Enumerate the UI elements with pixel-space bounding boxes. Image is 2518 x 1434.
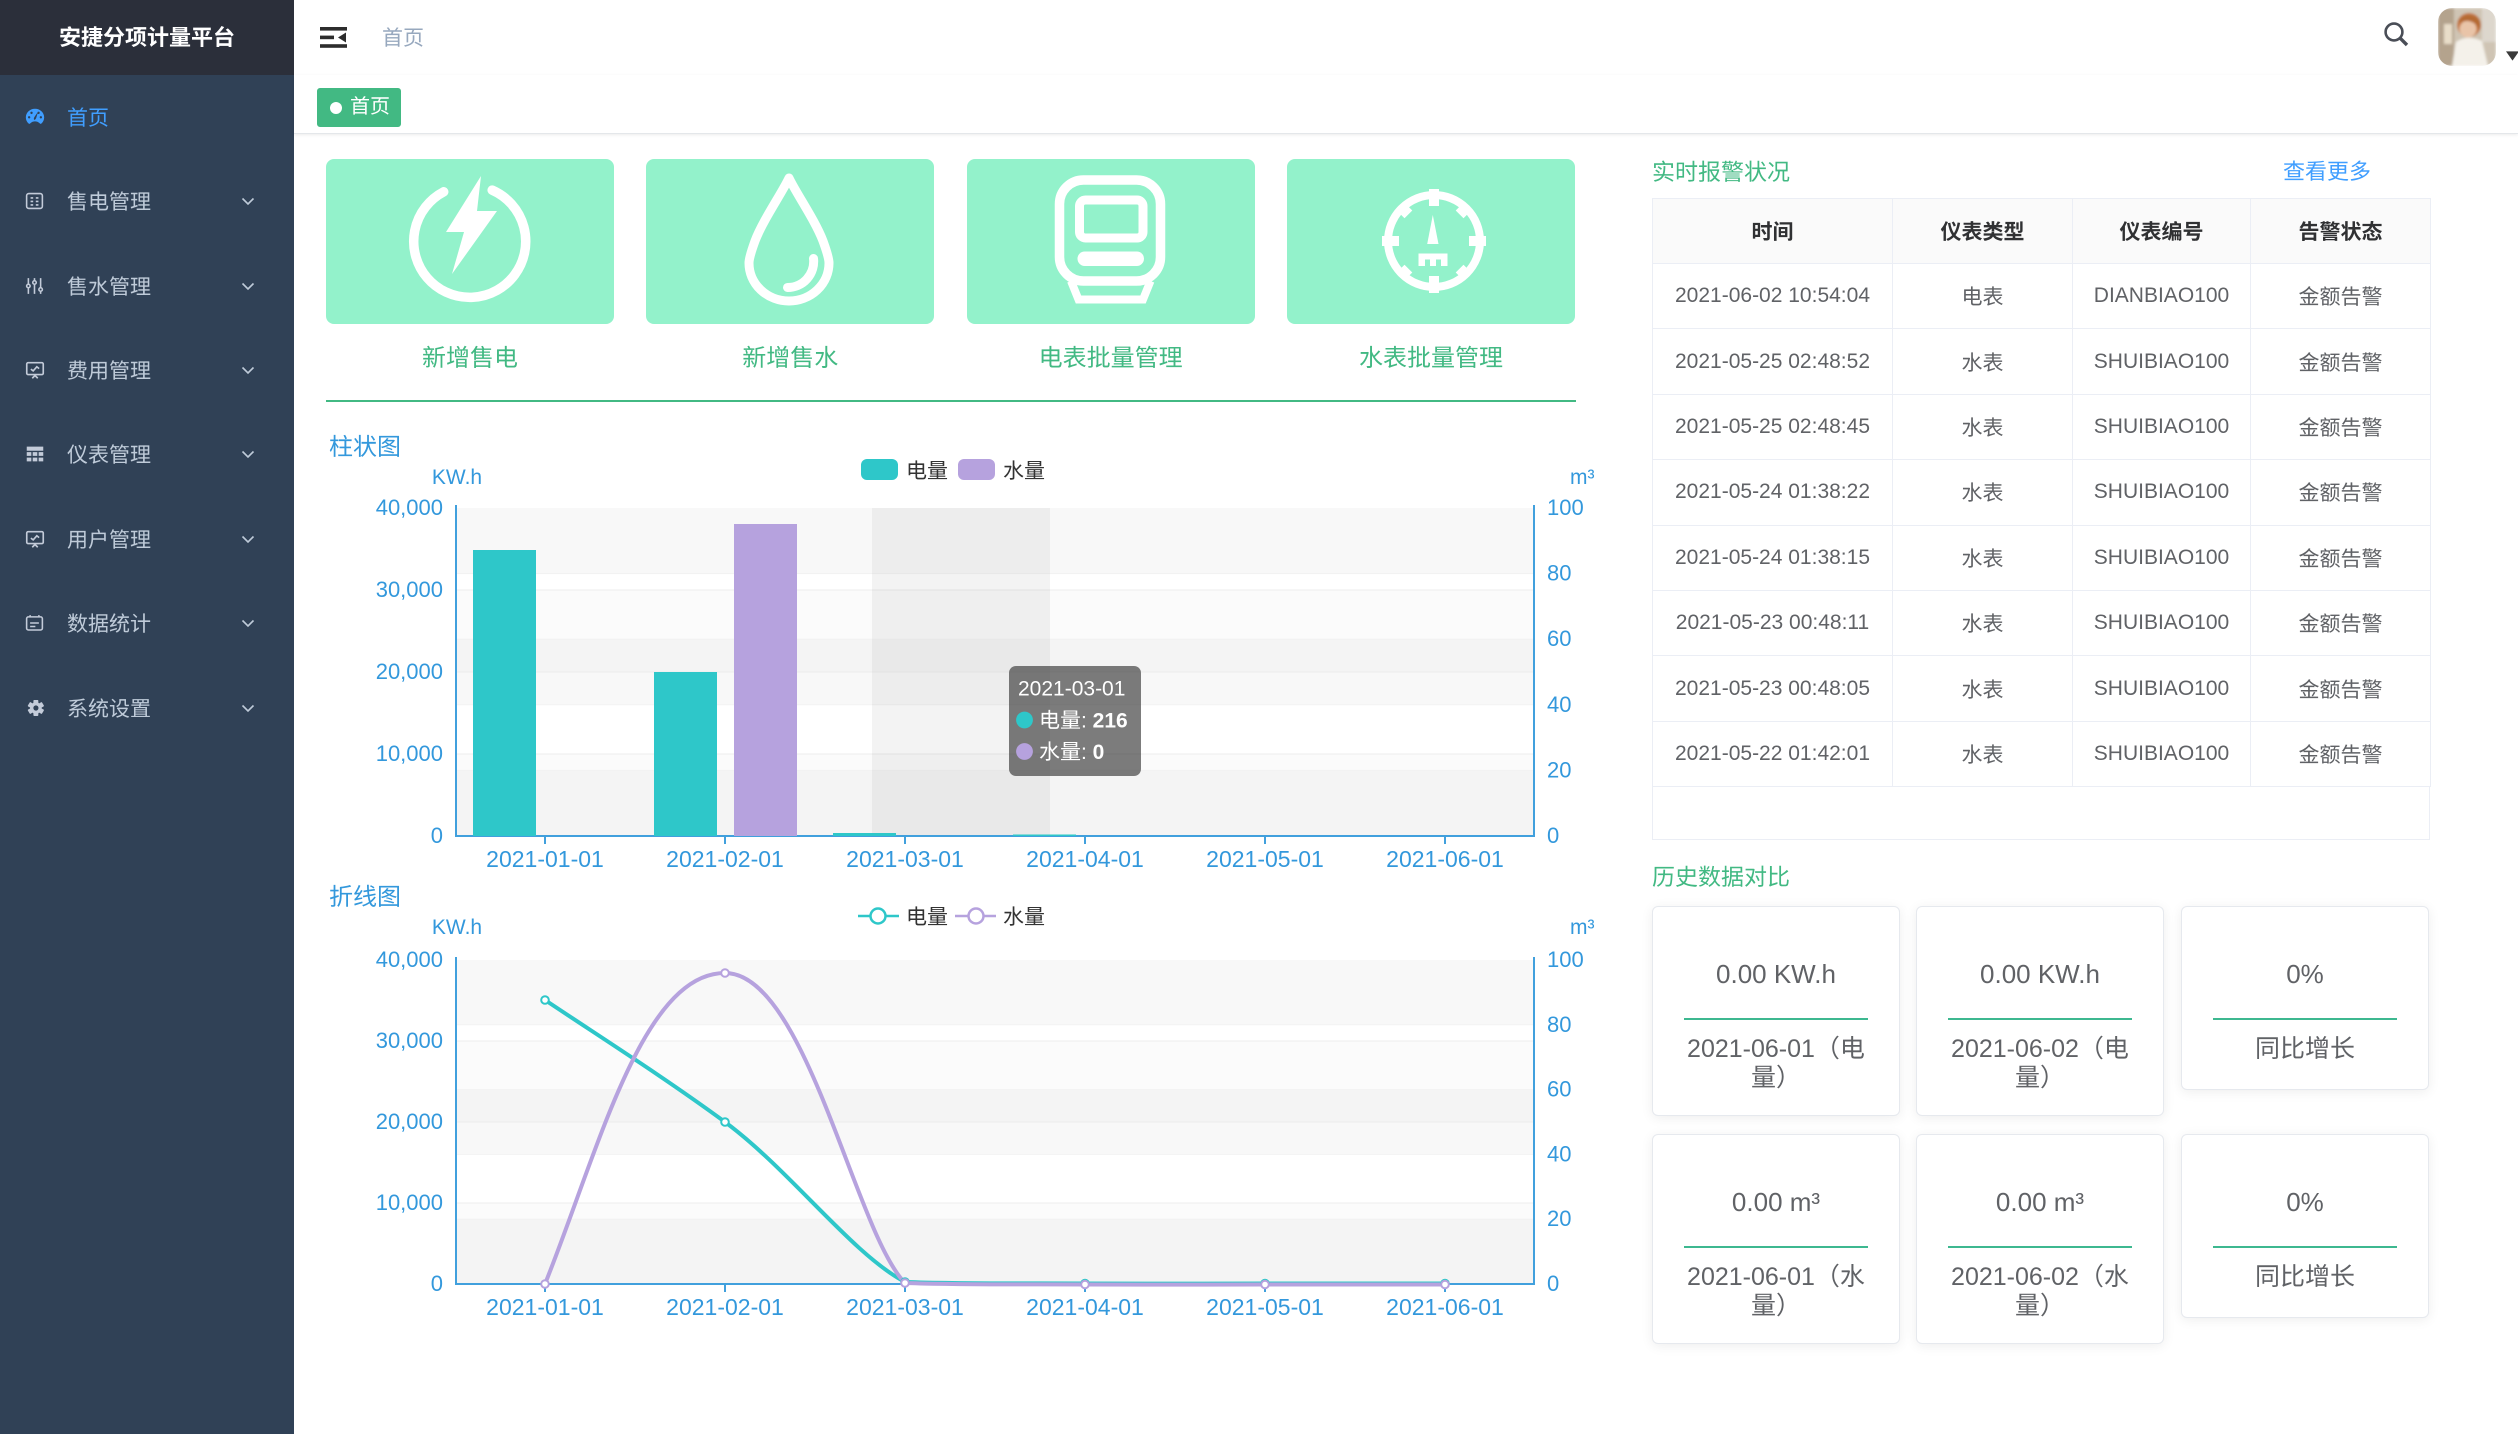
svg-text:40,000: 40,000: [376, 495, 443, 520]
svg-text:电量: 电量: [906, 906, 948, 929]
svg-text:2021-01-01: 2021-01-01: [486, 846, 604, 872]
svg-text:80: 80: [1547, 1012, 1571, 1037]
svg-text:10,000: 10,000: [376, 1190, 443, 1215]
svg-text:40,000: 40,000: [376, 947, 443, 972]
svg-text:20,000: 20,000: [376, 1109, 443, 1134]
svg-text:60: 60: [1547, 1077, 1571, 1102]
svg-text:0: 0: [1547, 1271, 1559, 1296]
svg-text:KW.h: KW.h: [432, 466, 482, 489]
svg-text:水量: 0: 水量: 0: [1039, 741, 1104, 764]
svg-text:2021-05-01: 2021-05-01: [1206, 1294, 1324, 1320]
svg-text:0: 0: [431, 823, 443, 848]
svg-text:2021-03-01: 2021-03-01: [846, 846, 964, 872]
svg-text:2021-04-01: 2021-04-01: [1026, 846, 1144, 872]
svg-text:2021-01-01: 2021-01-01: [486, 1294, 604, 1320]
svg-text:2021-02-01: 2021-02-01: [666, 846, 784, 872]
svg-text:20,000: 20,000: [376, 659, 443, 684]
svg-text:0: 0: [431, 1271, 443, 1296]
svg-text:100: 100: [1547, 495, 1584, 520]
svg-text:m³: m³: [1570, 466, 1595, 489]
svg-text:2021-02-01: 2021-02-01: [666, 1294, 784, 1320]
svg-text:电量: 216: 电量: 216: [1039, 710, 1128, 733]
svg-text:100: 100: [1547, 947, 1584, 972]
svg-text:0: 0: [1547, 823, 1559, 848]
svg-text:m³: m³: [1570, 916, 1595, 939]
svg-text:60: 60: [1547, 626, 1571, 651]
svg-text:KW.h: KW.h: [432, 916, 482, 939]
svg-text:20: 20: [1547, 1206, 1571, 1231]
svg-text:40: 40: [1547, 1141, 1571, 1166]
svg-text:2021-03-01: 2021-03-01: [1018, 678, 1125, 701]
svg-text:2021-03-01: 2021-03-01: [846, 1294, 964, 1320]
svg-text:10,000: 10,000: [376, 741, 443, 766]
svg-text:水量: 水量: [1003, 460, 1045, 483]
svg-text:2021-05-01: 2021-05-01: [1206, 846, 1324, 872]
svg-text:30,000: 30,000: [376, 1028, 443, 1053]
svg-text:电量: 电量: [906, 460, 948, 483]
svg-text:30,000: 30,000: [376, 577, 443, 602]
svg-text:水量: 水量: [1003, 906, 1045, 929]
svg-text:20: 20: [1547, 757, 1571, 782]
svg-text:80: 80: [1547, 561, 1571, 586]
svg-text:2021-04-01: 2021-04-01: [1026, 1294, 1144, 1320]
svg-text:2021-06-01: 2021-06-01: [1386, 1294, 1504, 1320]
svg-text:40: 40: [1547, 692, 1571, 717]
svg-text:2021-06-01: 2021-06-01: [1386, 846, 1504, 872]
